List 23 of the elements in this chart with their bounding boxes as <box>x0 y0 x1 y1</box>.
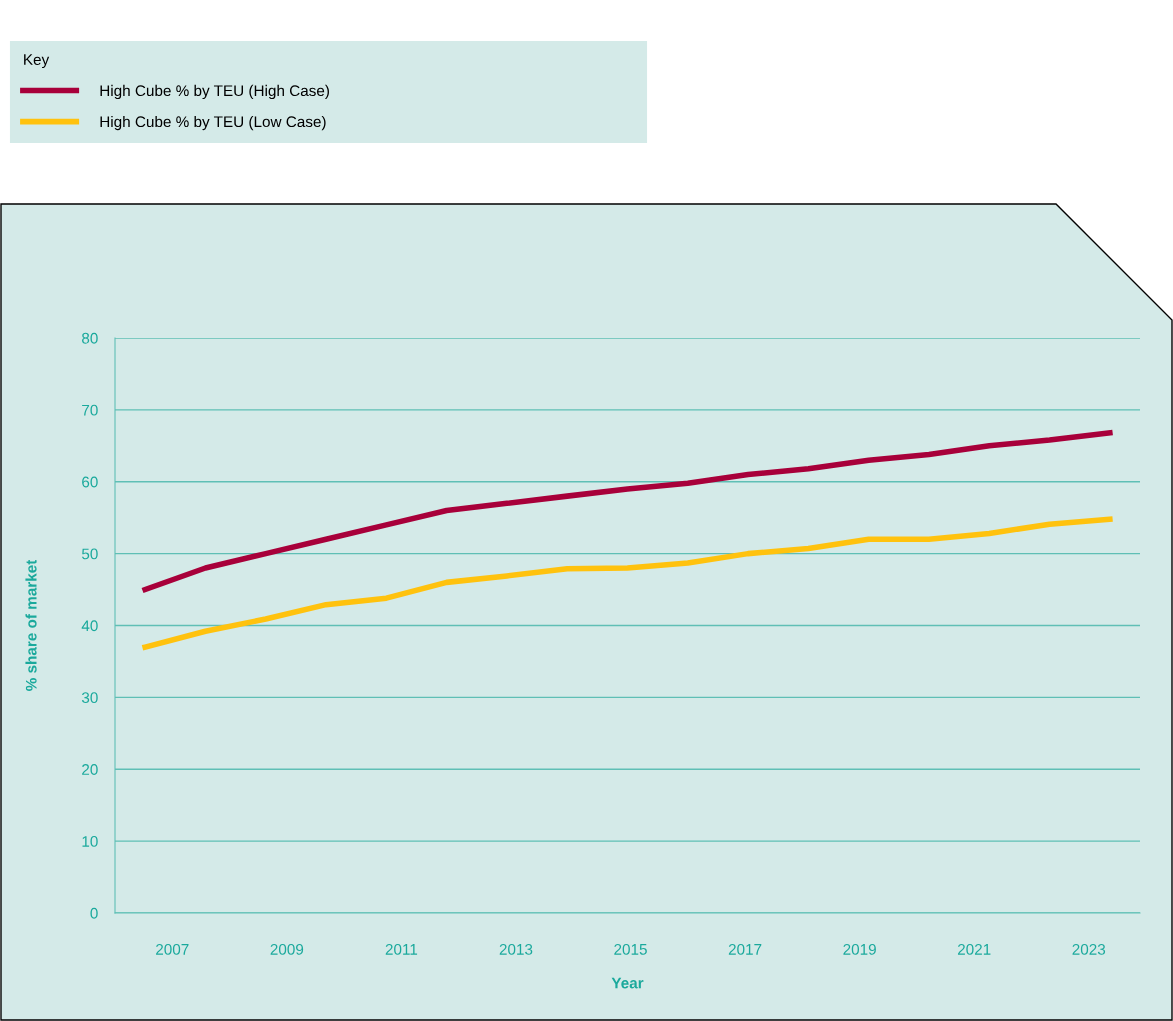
y-axis-title: % share of market <box>25 559 37 691</box>
x-tick-label: 2007 <box>156 943 189 955</box>
x-tick-label: 2017 <box>728 943 762 955</box>
legend-label: High Cube % by TEU (Low Case) <box>100 115 326 131</box>
y-tick-label: 10 <box>82 835 98 847</box>
legend-title: Key <box>24 54 50 69</box>
y-tick-label: 40 <box>81 620 98 632</box>
y-tick-label: 80 <box>82 332 98 344</box>
x-tick-label: 2009 <box>270 943 304 955</box>
legend-label: High Cube % by TEU (High Case) <box>100 84 329 100</box>
y-tick-label: 20 <box>82 764 98 775</box>
x-tick-label: 2023 <box>1072 943 1106 955</box>
y-tick-label: 30 <box>81 692 98 704</box>
x-tick-label: 2011 <box>385 943 418 955</box>
y-tick-label: 50 <box>81 548 98 560</box>
x-tick-label: 2019 <box>843 943 876 955</box>
x-axis-title: Year <box>611 977 644 989</box>
y-tick-label: 70 <box>82 404 98 416</box>
x-tick-label: 2015 <box>614 943 647 955</box>
x-tick-label: 2021 <box>957 943 991 955</box>
y-tick-label: 60 <box>82 476 98 488</box>
y-tick-label: 0 <box>90 907 98 919</box>
x-tick-label: 2013 <box>499 943 533 955</box>
